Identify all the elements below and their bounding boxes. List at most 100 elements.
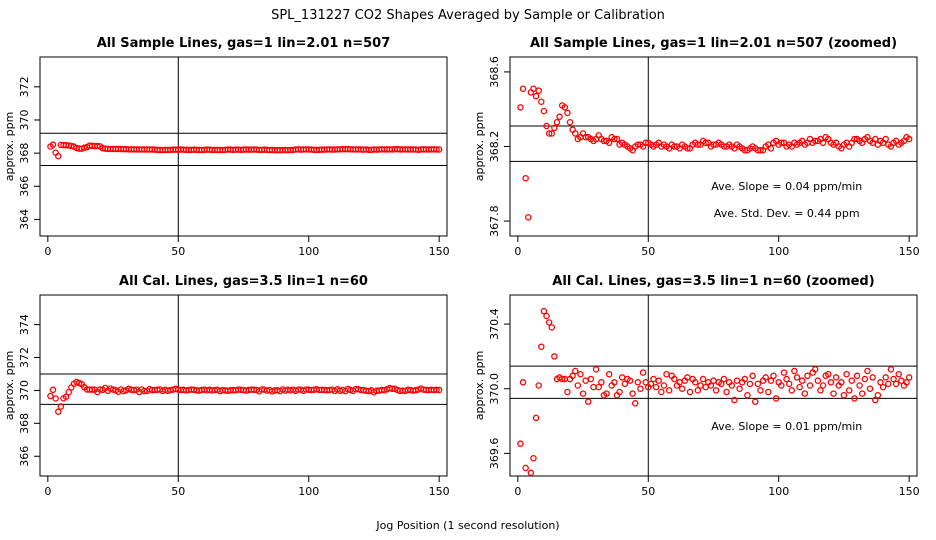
data-point [88, 386, 96, 393]
y-axis-label: approx. ppm [473, 351, 486, 421]
data-point [519, 379, 527, 386]
data-point [52, 395, 59, 402]
data-point [746, 380, 754, 388]
data-point [94, 142, 101, 150]
annotation-1: Ave. Slope = 0.01 ppm/min [711, 420, 862, 433]
annotation-2: Ave. Std. Dev. = 0.44 ppm [714, 207, 860, 220]
chart-panel-4: All Cal. Lines, gas=3.5 lin=1 n=60 (zoom… [473, 274, 920, 498]
common-x-axis-label: Jog Position (1 second resolution) [375, 519, 559, 532]
data-point [754, 380, 762, 388]
data-point [736, 385, 743, 392]
data-point [882, 135, 889, 143]
data-point [535, 87, 542, 94]
data-point [832, 374, 840, 381]
data-point [806, 382, 814, 389]
data-point [697, 382, 704, 389]
data-point [611, 379, 618, 386]
y-axis-label: approx. ppm [3, 112, 16, 182]
data-point [827, 379, 835, 386]
data-series [47, 378, 443, 415]
data-point [556, 113, 563, 120]
data-point [838, 379, 845, 386]
y-tick-label: 368.6 [488, 56, 501, 88]
chart-panel-1: All Sample Lines, gas=1 lin=2.01 n=507 0 5… [3, 36, 450, 258]
data-point [804, 372, 811, 380]
data-point [566, 119, 574, 126]
y-tick-label: 366 [18, 446, 31, 467]
data-point [723, 388, 730, 396]
data-point [765, 388, 772, 396]
data-point [866, 385, 874, 392]
data-point [757, 146, 764, 154]
data-point [905, 374, 913, 381]
data-point [749, 372, 756, 380]
data-point [517, 104, 524, 111]
data-point [718, 380, 725, 388]
data-point [879, 383, 887, 391]
data-point [819, 382, 827, 389]
data-point [435, 146, 443, 153]
y-axis-label: approx. ppm [3, 351, 16, 421]
data-point [796, 383, 803, 391]
y-tick-label: 372 [18, 347, 31, 368]
data-point [543, 312, 550, 320]
data-point [433, 146, 440, 153]
data-point [571, 367, 579, 375]
data-point [861, 375, 869, 383]
data-point [658, 388, 665, 396]
data-point [825, 370, 832, 378]
x-tick-label: 100 [298, 245, 319, 258]
data-series [47, 141, 443, 160]
data-point [109, 386, 117, 393]
y-tick-label: 370.0 [488, 373, 501, 405]
x-tick-label: 0 [514, 485, 521, 498]
data-point [812, 366, 819, 373]
data-point [639, 369, 647, 376]
data-point [595, 383, 602, 391]
data-point [631, 400, 639, 407]
data-point [585, 398, 592, 405]
x-tick-label: 50 [171, 485, 185, 498]
data-point [538, 343, 545, 350]
data-point [660, 382, 668, 389]
data-point [652, 383, 660, 391]
data-point [840, 391, 848, 399]
data-point [757, 387, 764, 394]
data-point [141, 387, 148, 395]
y-axis-label: approx. ppm [473, 112, 486, 182]
y-tick-label: 370 [18, 380, 31, 401]
data-point [770, 372, 777, 380]
data-point [707, 382, 715, 389]
data-point [762, 374, 769, 381]
data-point [525, 214, 532, 221]
data-series [517, 85, 913, 221]
data-point [621, 380, 629, 388]
annotation-1: Ave. Slope = 0.04 ppm/min [711, 180, 862, 193]
data-point [801, 390, 809, 397]
data-point [650, 375, 657, 383]
data-point [647, 380, 655, 388]
data-point [665, 387, 673, 394]
y-tick-label: 369.6 [488, 438, 501, 470]
data-point [605, 370, 613, 378]
data-point [783, 375, 790, 383]
data-point [751, 398, 759, 405]
data-point [778, 382, 785, 389]
data-point [814, 377, 822, 384]
data-point [845, 387, 853, 394]
data-point [702, 139, 709, 147]
data-point [744, 391, 751, 399]
data-point [590, 383, 597, 391]
data-point [793, 374, 801, 381]
data-point [564, 388, 571, 396]
data-point [545, 130, 553, 137]
panels-container: All Sample Lines, gas=1 lin=2.01 n=507 0 5… [3, 36, 920, 498]
data-point [613, 135, 621, 143]
data-point [785, 380, 793, 388]
data-point [538, 98, 545, 106]
panel-title: All Cal. Lines, gas=3.5 lin=1 n=60 (zoom… [552, 274, 874, 289]
data-point [778, 139, 785, 147]
data-point [55, 152, 62, 160]
data-point [535, 382, 542, 389]
